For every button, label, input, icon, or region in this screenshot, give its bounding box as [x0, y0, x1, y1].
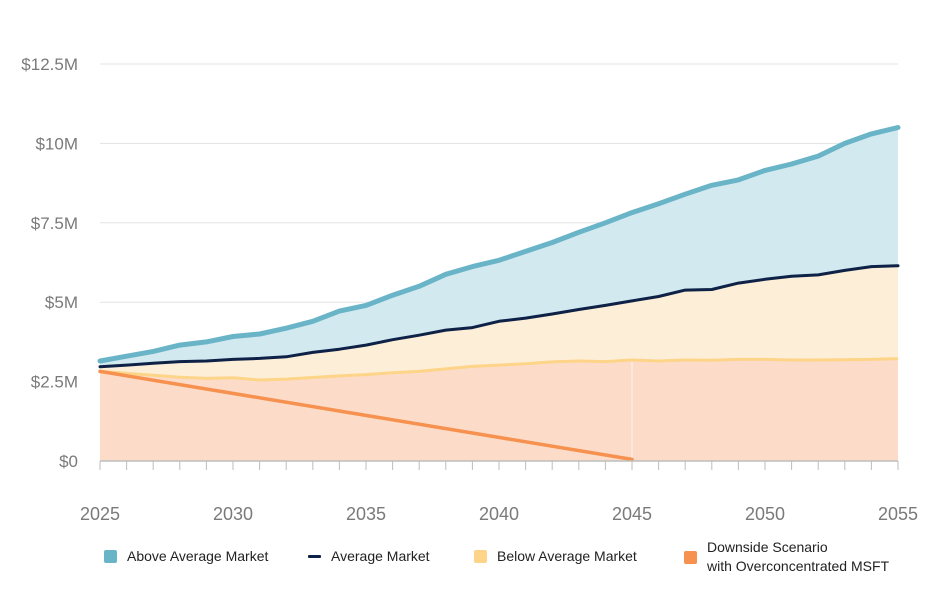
legend-swatch-average	[308, 555, 321, 558]
x-tick-label: 2045	[612, 504, 652, 524]
line-above-average	[97, 125, 901, 364]
x-tick-label: 2050	[745, 504, 785, 524]
x-tick-label: 2055	[878, 504, 918, 524]
x-tick-label: 2025	[80, 504, 120, 524]
y-tick-labels: $0 $2.5M $5M $7.5M $10M $12.5M	[21, 55, 78, 471]
legend-label-above-average: Above Average Market	[127, 548, 269, 564]
legend-swatch-downside	[684, 550, 697, 564]
projection-chart: $0$2.5M$5M$7.5M$10M$12.5M 2025 2030 2035 20…	[21, 55, 918, 524]
y-tick-label: $0	[59, 452, 78, 471]
y-tick-label: $5M	[45, 293, 78, 312]
x-axis	[99, 460, 899, 470]
legend-item-downside: Downside Scenario with Overconcentrated …	[684, 538, 889, 576]
legend-item-below-average: Below Average Market	[474, 547, 637, 566]
chart-lines	[97, 125, 901, 462]
line-downside	[98, 369, 634, 462]
chart-areas	[100, 127, 898, 461]
x-tick-label: 2035	[346, 504, 386, 524]
legend-swatch-below-average	[474, 550, 487, 563]
y-tick-label: $2.5M	[31, 373, 78, 392]
legend-label-below-average: Below Average Market	[497, 548, 637, 564]
legend-item-above-average: Above Average Market	[104, 547, 268, 566]
line-below-average	[99, 357, 899, 382]
legend-item-average: Average Market	[308, 547, 430, 566]
area-average	[100, 265, 898, 380]
y-tick-label: $10M	[35, 134, 78, 153]
x-tick-label: 2030	[213, 504, 253, 524]
legend-label-downside: Downside Scenario with Overconcentrated …	[707, 539, 890, 574]
x-tick-label: 2040	[479, 504, 519, 524]
legend-label-average: Average Market	[331, 548, 430, 564]
x-tick-labels: 2025 2030 2035 2040 2045 2050 2055	[80, 504, 918, 524]
line-average	[98, 264, 900, 369]
y-tick-label: $7.5M	[31, 214, 78, 233]
area-above-average	[100, 127, 898, 367]
area-below-average	[100, 358, 898, 461]
legend-swatch-above-average	[104, 550, 117, 563]
legend: Above Average Market Average Market Belo…	[0, 536, 940, 586]
y-tick-label: $12.5M	[21, 55, 78, 74]
